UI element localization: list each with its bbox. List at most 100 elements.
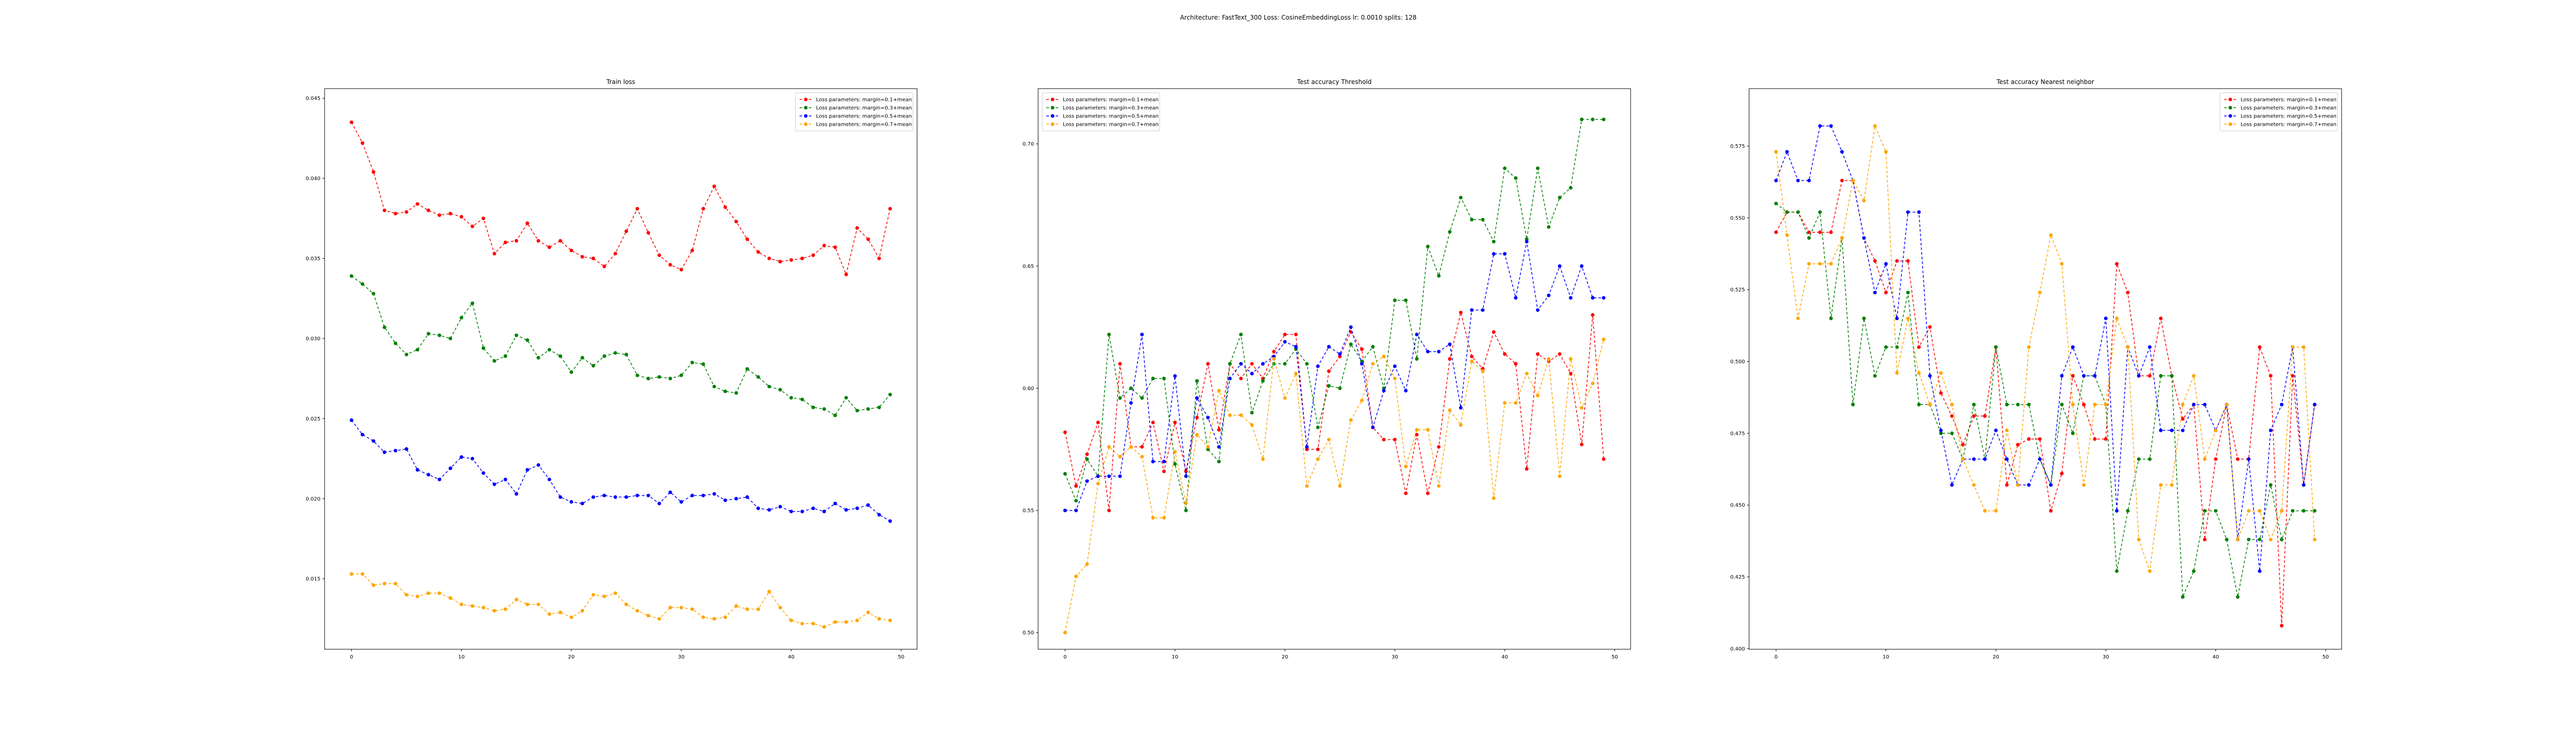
data-point [2301,483,2306,487]
data-point [382,582,386,586]
data-point [2115,569,2119,573]
data-point [1437,274,1441,278]
y-tick-label: 0.60 [1023,386,1034,392]
data-point [1272,349,1276,353]
legend-box [1042,92,1160,131]
data-point [1580,406,1584,410]
data-point [1503,252,1507,256]
legend: Loss parameters: margin=0.1+mean Loss par… [795,92,913,131]
data-point [1338,352,1342,356]
data-point [2159,316,2163,321]
data-point [558,495,563,499]
data-point [1305,362,1309,366]
data-point [2082,483,2086,487]
data-point [1393,437,1397,442]
data-point [1917,402,1921,407]
data-point [613,251,617,256]
data-point [1382,355,1386,359]
data-point [1503,166,1507,171]
data-point [646,377,650,381]
data-point [800,510,804,514]
data-point [1514,296,1518,300]
data-point [844,396,848,400]
data-point [2258,345,2262,349]
data-point [404,352,409,357]
data-point [1906,291,1910,295]
data-point [591,257,596,261]
legend-label: Loss parameters: margin=0.7+mean [816,122,912,128]
data-point [493,482,497,486]
y-tick-label: 0.045 [306,96,320,102]
data-point [1217,389,1221,393]
data-point [1950,483,1954,487]
series-line-2 [1775,203,2315,597]
data-point [1470,308,1474,312]
data-point [1239,376,1243,380]
data-point [493,359,497,363]
data-point [2291,345,2295,349]
data-point [2291,509,2295,513]
data-point [1774,178,1778,182]
data-point [547,245,551,249]
data-point [382,208,386,212]
data-point [723,615,727,619]
data-point [349,274,353,278]
data-point [2148,345,2152,349]
x-tick-label: 10 [1172,654,1178,660]
legend-marker [1050,122,1055,126]
data-point [1829,262,1833,266]
data-point [1393,376,1397,380]
data-point [371,292,376,296]
data-point [855,618,859,622]
subplot-1: Train loss 0 10 20 30 40 50 0.015 0.020 0.025 0.03… [306,78,918,660]
legend-label: Loss parameters: margin=0.5+mean [1063,114,1159,120]
data-point [2071,374,2075,378]
data-point [1426,349,1430,353]
legend-label: Loss parameters: margin=0.1+mean [816,97,912,103]
data-point [1360,362,1364,366]
data-point [1994,509,1998,513]
data-point [1448,408,1452,412]
data-point [1459,310,1463,314]
data-point [1118,474,1122,478]
data-point [2280,509,2284,513]
data-point [635,609,639,613]
data-point [1536,166,1540,171]
data-point [569,248,573,252]
data-point [2005,457,2009,461]
data-point [1580,443,1584,447]
data-point [2170,374,2174,378]
data-point [1459,406,1463,410]
data-point [778,387,782,392]
data-point [1950,431,1954,435]
data-point [1063,631,1067,635]
data-point [1796,178,1800,182]
data-point [1162,460,1166,464]
data-point [558,354,563,358]
data-point [1327,384,1331,388]
data-point [657,253,662,257]
data-point [1818,124,1822,128]
data-point [1928,402,1932,407]
data-point [1906,316,1910,321]
x-tick-label: 0 [1063,654,1066,660]
data-point [1481,369,1485,373]
data-point [1547,225,1551,229]
series-line-2 [1064,119,1604,511]
data-point [493,609,497,613]
data-point [1939,431,1943,435]
legend-marker [804,114,808,118]
data-point [2005,483,2009,487]
data-point [2202,537,2207,542]
data-point [2071,345,2075,349]
data-point [1162,376,1166,380]
data-point [1928,325,1932,329]
data-point [745,367,749,371]
data-point [1851,402,1855,407]
data-point [1107,474,1111,478]
data-point [1404,389,1408,393]
data-point [811,406,815,410]
data-point [1283,332,1287,336]
data-point [602,594,606,598]
y-tick-label: 0.550 [1730,215,1745,221]
